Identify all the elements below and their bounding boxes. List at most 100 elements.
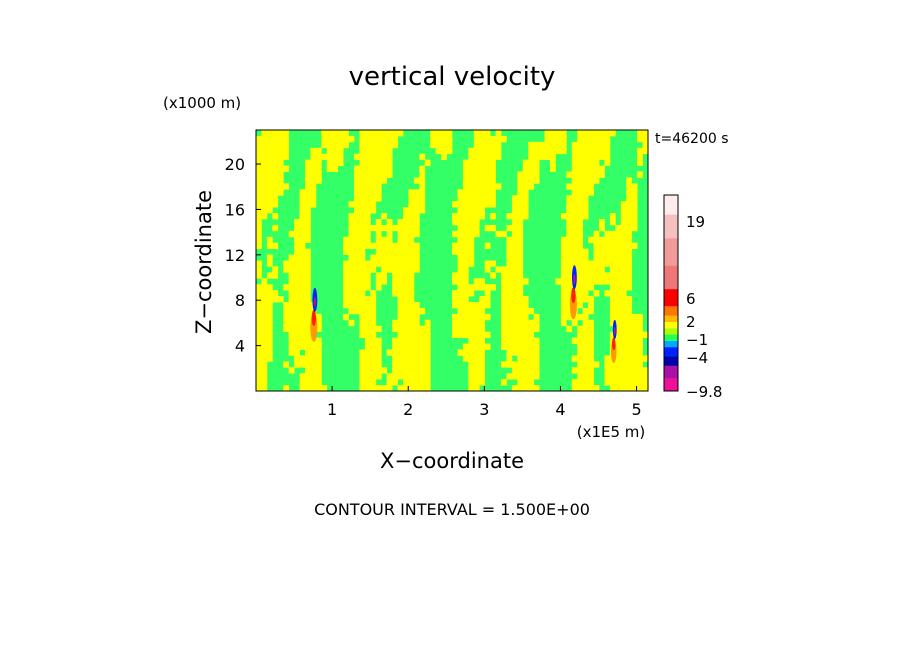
field-cell bbox=[403, 313, 409, 321]
field-cell bbox=[528, 165, 535, 172]
field-cell bbox=[637, 337, 643, 344]
field-cell bbox=[528, 349, 535, 356]
field-cell bbox=[528, 147, 535, 155]
field-cell bbox=[283, 385, 290, 392]
field-cell bbox=[370, 177, 377, 184]
field-cell bbox=[484, 284, 491, 291]
field-cell bbox=[484, 159, 491, 166]
field-cell bbox=[256, 141, 262, 149]
field-cell bbox=[637, 325, 643, 333]
field-cell bbox=[256, 189, 262, 196]
field-cell bbox=[359, 171, 366, 178]
field-cell bbox=[294, 307, 300, 315]
field-cell bbox=[272, 135, 279, 143]
field-cell bbox=[501, 379, 507, 386]
field-cell bbox=[332, 159, 339, 166]
field-cell bbox=[403, 302, 409, 309]
field-cell bbox=[310, 343, 317, 350]
field-cell bbox=[457, 325, 464, 333]
field-cell bbox=[386, 230, 393, 238]
field-cell bbox=[533, 153, 540, 161]
field-cell bbox=[560, 130, 567, 137]
field-cell bbox=[473, 130, 480, 137]
field-cell bbox=[609, 385, 616, 392]
field-cell bbox=[582, 367, 589, 374]
field-cell bbox=[332, 153, 339, 161]
field-cell bbox=[609, 373, 616, 380]
field-cell bbox=[511, 325, 518, 333]
field-cell bbox=[588, 171, 594, 178]
field-cell bbox=[577, 278, 584, 285]
field-cell bbox=[468, 361, 475, 368]
field-cell bbox=[533, 367, 540, 374]
field-cell bbox=[528, 367, 535, 374]
field-cell bbox=[593, 385, 600, 392]
field-cell bbox=[403, 242, 409, 250]
field-cell bbox=[315, 343, 322, 350]
field-cell bbox=[310, 201, 317, 208]
field-cell bbox=[631, 213, 638, 220]
field-cell bbox=[266, 189, 273, 196]
field-cell bbox=[528, 331, 535, 339]
colorbar-cell bbox=[664, 347, 678, 357]
field-cell bbox=[375, 260, 382, 267]
field-cell bbox=[511, 367, 518, 374]
field-cell bbox=[577, 367, 584, 374]
field-cell bbox=[473, 367, 480, 374]
field-cell bbox=[364, 195, 371, 202]
field-cell bbox=[620, 278, 627, 285]
field-cell bbox=[577, 171, 584, 178]
field-cell bbox=[533, 313, 540, 321]
field-cell bbox=[294, 290, 300, 297]
field-cell bbox=[615, 290, 622, 297]
field-cell bbox=[381, 135, 388, 143]
field-cell bbox=[392, 248, 398, 255]
field-cell bbox=[386, 260, 393, 267]
field-cell bbox=[479, 307, 486, 315]
field-cell bbox=[261, 159, 268, 166]
field-cell bbox=[354, 290, 360, 297]
field-cell bbox=[403, 248, 409, 255]
field-cell bbox=[637, 367, 643, 374]
field-cell bbox=[315, 177, 322, 184]
field-cell bbox=[566, 307, 573, 315]
field-cell bbox=[615, 379, 622, 386]
field-cell bbox=[256, 379, 262, 386]
field-cell bbox=[452, 218, 458, 226]
field-cell bbox=[582, 325, 589, 333]
field-cell bbox=[364, 266, 371, 273]
y-axis-label: Z−coordinate bbox=[192, 190, 216, 334]
field-cell bbox=[408, 230, 415, 238]
field-cell bbox=[479, 171, 486, 178]
field-cell bbox=[326, 135, 333, 143]
field-cell bbox=[582, 260, 589, 267]
field-cell bbox=[457, 224, 464, 232]
field-cell bbox=[288, 302, 295, 309]
field-cell bbox=[511, 296, 518, 303]
field-cell bbox=[473, 325, 480, 333]
field-cell bbox=[528, 373, 535, 380]
field-cell bbox=[577, 260, 584, 267]
field-cell bbox=[588, 284, 594, 291]
field-cell bbox=[386, 130, 393, 137]
field-cell bbox=[593, 361, 600, 368]
field-cell bbox=[511, 361, 518, 368]
field-cell bbox=[299, 266, 306, 273]
field-cell bbox=[626, 302, 633, 309]
field-cell bbox=[468, 337, 475, 344]
field-cell bbox=[506, 213, 513, 220]
field-cell bbox=[528, 183, 535, 190]
field-cell bbox=[419, 165, 426, 172]
field-cell bbox=[288, 272, 295, 279]
field-cell bbox=[468, 236, 475, 244]
field-cell bbox=[462, 165, 469, 172]
field-cell bbox=[299, 343, 306, 350]
field-cell bbox=[375, 183, 382, 190]
field-cell bbox=[364, 230, 371, 238]
field-cell bbox=[354, 183, 360, 190]
field-cell bbox=[403, 349, 409, 356]
field-cell bbox=[511, 213, 518, 220]
field-cell bbox=[479, 201, 486, 208]
field-cell bbox=[419, 177, 426, 184]
field-cell bbox=[588, 331, 594, 339]
